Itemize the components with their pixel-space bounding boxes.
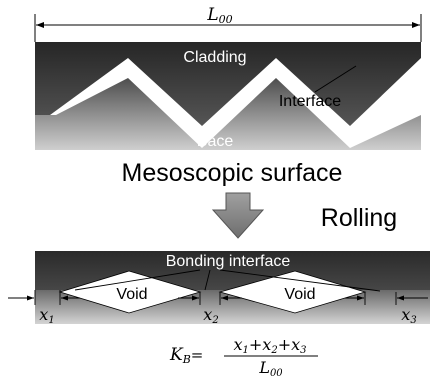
cladding-label: Cladding — [183, 49, 246, 66]
x-dimension-arrowheads — [27, 295, 404, 301]
formula-numerator: x1+x2+x3 — [233, 335, 306, 356]
bonding-interface-label: Bonding interface — [166, 253, 291, 270]
interface-label: Interface — [279, 93, 341, 110]
interface-leader-line — [314, 65, 357, 93]
base-layer — [35, 78, 421, 150]
mesoscopic-surface-label: Mesoscopic surface — [122, 159, 343, 187]
cladding-layer — [35, 42, 421, 126]
formula-denominator: L00 — [258, 358, 283, 377]
dimension-label: L00 — [206, 5, 232, 26]
x2-label: x2 — [203, 305, 218, 326]
base-label: Bace — [197, 133, 234, 150]
rolling-arrow-icon — [211, 192, 265, 239]
dimension-line — [34, 14, 422, 42]
formula-lhs: KB= — [169, 345, 203, 366]
void-right-label: Void — [284, 286, 315, 303]
x1-label: x1 — [39, 305, 54, 326]
bonding-ratio-formula: KB= x1+x2+x3 L00 — [169, 335, 318, 377]
bonding-leader-lines — [74, 269, 381, 292]
x3-label: x3 — [401, 305, 416, 326]
rolling-label: Rolling — [321, 204, 397, 232]
void-left-label: Void — [116, 286, 147, 303]
